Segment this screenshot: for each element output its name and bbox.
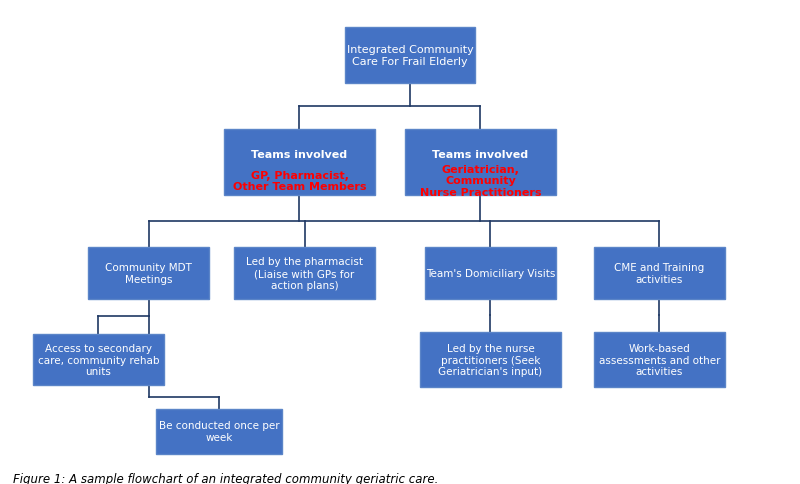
FancyBboxPatch shape xyxy=(594,248,725,299)
FancyBboxPatch shape xyxy=(89,248,209,299)
FancyBboxPatch shape xyxy=(33,334,164,385)
Text: Figure 1: A sample flowchart of an integrated community geriatric care.: Figure 1: A sample flowchart of an integ… xyxy=(13,472,438,484)
Text: Led by the pharmacist
(Liaise with GPs for
action plans): Led by the pharmacist (Liaise with GPs f… xyxy=(246,257,363,290)
FancyBboxPatch shape xyxy=(405,130,556,196)
FancyBboxPatch shape xyxy=(234,248,375,299)
FancyBboxPatch shape xyxy=(420,332,561,388)
Text: Teams involved: Teams involved xyxy=(432,150,529,160)
Text: CME and Training
activities: CME and Training activities xyxy=(614,263,705,284)
Text: Integrated Community
Care For Frail Elderly: Integrated Community Care For Frail Elde… xyxy=(346,45,474,67)
FancyBboxPatch shape xyxy=(345,28,475,84)
Text: Teams involved: Teams involved xyxy=(251,150,347,160)
Text: Led by the nurse
practitioners (Seek
Geriatrician's input): Led by the nurse practitioners (Seek Ger… xyxy=(438,343,542,377)
FancyBboxPatch shape xyxy=(594,332,725,388)
FancyBboxPatch shape xyxy=(156,409,282,454)
Text: Work-based
assessments and other
activities: Work-based assessments and other activit… xyxy=(598,343,720,377)
Text: Team's Domiciliary Visits: Team's Domiciliary Visits xyxy=(426,269,555,278)
Text: Be conducted once per
week: Be conducted once per week xyxy=(158,421,279,442)
FancyBboxPatch shape xyxy=(224,130,375,196)
FancyBboxPatch shape xyxy=(425,248,556,299)
Text: Community MDT
Meetings: Community MDT Meetings xyxy=(106,263,192,284)
Text: Geriatrician,
Community
Nurse Practitioners: Geriatrician, Community Nurse Practition… xyxy=(420,165,541,197)
Text: GP, Pharmacist,
Other Team Members: GP, Pharmacist, Other Team Members xyxy=(233,170,366,192)
Text: Access to secondary
care, community rehab
units: Access to secondary care, community reha… xyxy=(38,343,159,377)
